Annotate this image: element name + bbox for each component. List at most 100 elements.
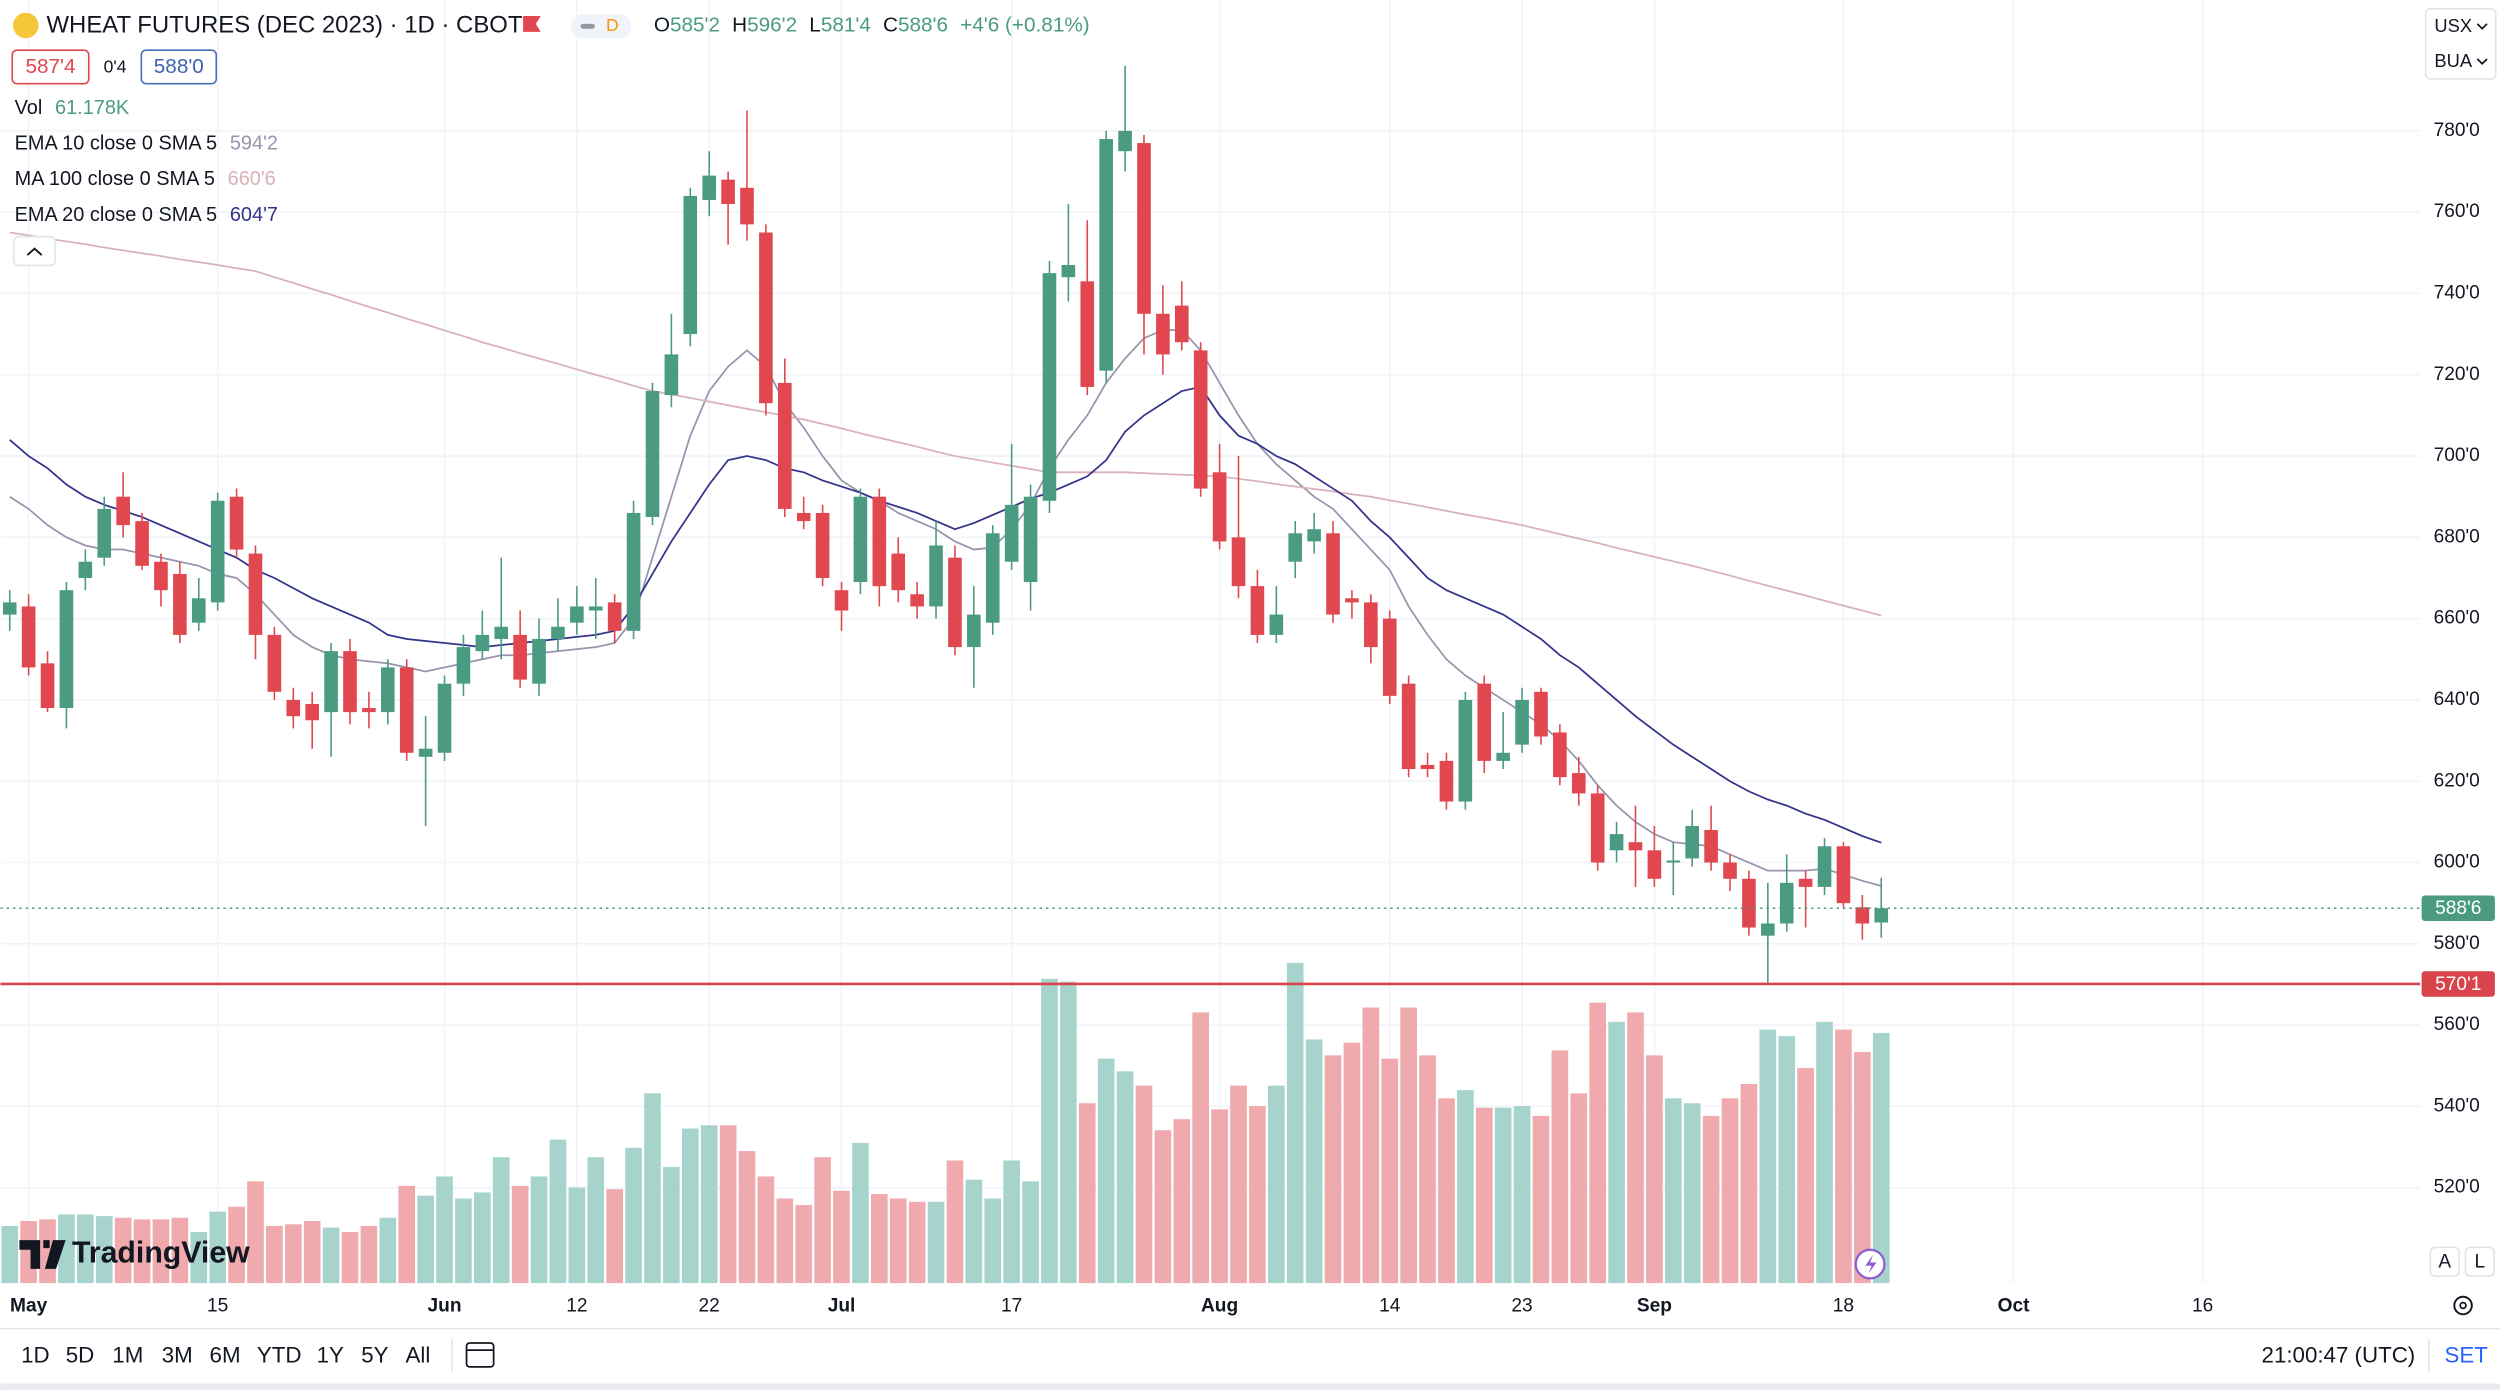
candle-body <box>305 703 320 721</box>
candle-body <box>1874 908 1889 923</box>
volume-bar <box>1116 1071 1134 1284</box>
x-tick-label: Aug <box>1201 1295 1238 1316</box>
candle-body <box>1174 305 1189 343</box>
candle-body <box>570 606 584 623</box>
volume-bar <box>341 1232 359 1284</box>
candle-body <box>1553 732 1567 778</box>
range-button[interactable]: YTD <box>257 1342 302 1367</box>
legend-volume: Vol 61.178K <box>15 97 130 119</box>
volume-bar <box>1343 1042 1361 1284</box>
range-button[interactable]: 3M <box>162 1342 193 1367</box>
candle-body <box>1779 882 1794 924</box>
y-tick-label: 700'0 <box>2434 445 2480 466</box>
log-scale-label: L <box>2474 1252 2485 1273</box>
candle-body <box>1761 923 1775 936</box>
range-button[interactable]: All <box>406 1342 431 1367</box>
range-button[interactable]: 5D <box>66 1342 95 1367</box>
volume-bar <box>398 1185 416 1284</box>
legend-value: 594'2 <box>230 133 278 155</box>
volume-bar <box>1872 1032 1890 1284</box>
volume-bar <box>77 1214 94 1284</box>
volume-bar <box>946 1160 964 1284</box>
candle-body <box>1742 878 1756 928</box>
calendar-icon[interactable] <box>465 1342 495 1368</box>
candle-body <box>154 561 168 591</box>
settings-icon[interactable] <box>2453 1295 2473 1316</box>
ohlc-value: 585'2 <box>670 14 720 37</box>
candle-body <box>1685 825 1700 859</box>
candle-body <box>97 508 112 558</box>
volume-bar <box>1267 1085 1285 1284</box>
volume-bar <box>1419 1055 1436 1284</box>
volume-bar <box>776 1198 794 1284</box>
candle-body <box>248 553 263 635</box>
flag-icon[interactable] <box>523 15 541 32</box>
candle-body <box>1704 829 1718 863</box>
range-button[interactable]: 5Y <box>361 1342 388 1367</box>
volume-bar <box>625 1147 642 1284</box>
volume-bar <box>1494 1107 1512 1284</box>
logo-text: TradingView <box>72 1237 250 1270</box>
legend-indicator: EMA 20 close 0 SMA 5 604'7 <box>15 204 278 226</box>
volume-bar <box>284 1224 302 1284</box>
volume-bar <box>757 1176 775 1284</box>
symbol-icon <box>13 12 39 39</box>
volume-bar <box>266 1225 283 1284</box>
auto-scale-button[interactable] <box>2429 1246 2460 1277</box>
volume-bar <box>1797 1068 1814 1284</box>
volume-bar <box>1173 1119 1191 1284</box>
level-label: 570'1 <box>2435 974 2481 995</box>
range-button[interactable]: 1Y <box>317 1342 344 1367</box>
candle-body <box>1836 846 1851 904</box>
x-tick-label: 12 <box>566 1295 587 1316</box>
candle-body <box>362 708 376 713</box>
volume-bar <box>1041 978 1058 1284</box>
volume-bar <box>1362 1007 1380 1284</box>
range-button[interactable]: 6M <box>210 1342 241 1367</box>
legend-collapse-button[interactable] <box>13 235 57 267</box>
y-tick-label: 760'0 <box>2434 201 2480 222</box>
clock: 21:00:47 (UTC) <box>2262 1342 2416 1367</box>
volume-bar <box>1513 1106 1531 1284</box>
volume-bar <box>152 1219 170 1284</box>
candle-body <box>1382 618 1397 696</box>
volume-bar <box>209 1211 226 1284</box>
range-button[interactable]: 1M <box>112 1342 143 1367</box>
candle-body <box>759 232 773 404</box>
candle-body <box>1647 850 1662 879</box>
volume-bar <box>133 1219 151 1284</box>
volume-bar <box>1249 1106 1266 1284</box>
candle-body <box>910 594 924 607</box>
candle-body <box>815 512 830 578</box>
lightning-icon <box>1865 1254 1877 1274</box>
candle-body <box>929 545 943 607</box>
x-tick-label: Jun <box>428 1295 462 1316</box>
unit-selector[interactable]: BUA <box>2434 50 2472 71</box>
candle-body <box>381 667 395 713</box>
candle-body <box>1401 683 1416 770</box>
candle-body <box>551 626 565 639</box>
candle-body <box>1817 846 1832 887</box>
log-scale-button[interactable] <box>2464 1246 2495 1277</box>
settings-button[interactable]: SET <box>2445 1342 2489 1367</box>
buy-button[interactable] <box>140 49 218 85</box>
candle-body <box>267 634 282 692</box>
y-tick-label: 740'0 <box>2434 283 2480 304</box>
volume-bar <box>1664 1098 1682 1284</box>
volume-bar <box>1627 1012 1644 1284</box>
volume-bar <box>1778 1036 1796 1284</box>
currency-selector[interactable]: USX <box>2434 15 2472 36</box>
chevron-down <box>2476 58 2488 66</box>
sell-button[interactable] <box>11 49 90 85</box>
volume-bar <box>681 1128 699 1284</box>
x-tick-label: 15 <box>207 1295 228 1316</box>
candle-body <box>1477 683 1492 761</box>
ohlc-label: O <box>654 14 670 37</box>
volume-bar <box>719 1125 737 1284</box>
range-button[interactable]: 1D <box>21 1342 50 1367</box>
volume-bar <box>1211 1109 1228 1284</box>
volume-bar <box>247 1181 264 1284</box>
candle-body <box>1364 602 1378 648</box>
volume-bar <box>1702 1115 1720 1284</box>
